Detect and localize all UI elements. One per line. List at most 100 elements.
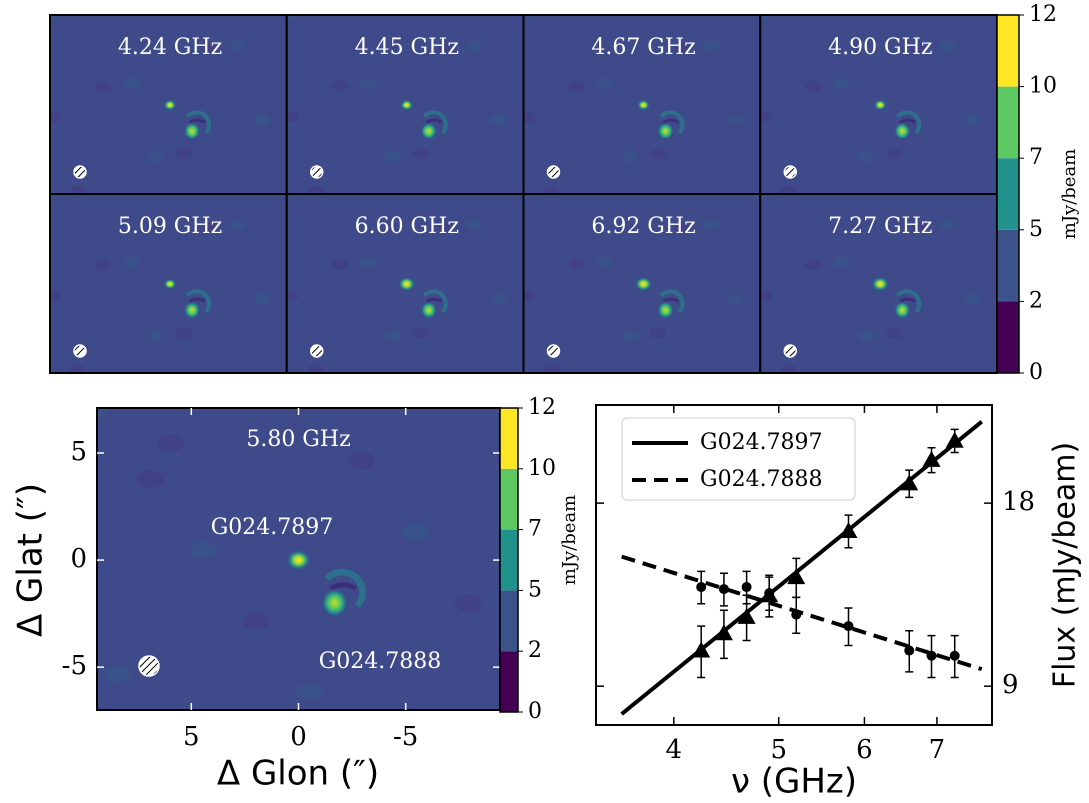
map-noise: [939, 40, 956, 52]
colorbar-tick-label: 10: [528, 456, 556, 481]
map-noise: [621, 151, 638, 163]
map-noise: [833, 77, 850, 89]
map-noise: [189, 541, 217, 559]
map-noise: [964, 293, 981, 305]
beam: [310, 165, 324, 179]
map-noise: [727, 293, 744, 305]
map-noise: [454, 594, 482, 612]
map-noise: [70, 185, 87, 194]
map-noise: [780, 364, 797, 373]
arc-emission: [185, 110, 212, 135]
map-noise: [70, 364, 87, 373]
marker-circle: [764, 588, 775, 599]
map-noise: [760, 290, 772, 302]
x-tick-label: 7: [929, 735, 946, 765]
map-noise: [858, 151, 875, 163]
source-1: [637, 99, 650, 111]
colorbar-tick-label: 7: [1029, 145, 1043, 170]
map-noise: [702, 219, 719, 231]
source-2: [183, 122, 201, 140]
map-noise: [412, 327, 430, 339]
arc-emission: [896, 110, 922, 135]
colorbar-tick-label: 5: [1029, 217, 1043, 242]
map-noise: [437, 222, 454, 234]
beam: [73, 165, 87, 179]
legend-label: G024.7888: [700, 467, 823, 492]
colorbar-band: [997, 86, 1019, 159]
source-1: [871, 276, 889, 292]
marker-circle: [718, 584, 729, 595]
map-noise: [886, 148, 903, 160]
colorbar-band: [500, 529, 518, 591]
panel-label: 4.90 GHz: [828, 35, 932, 60]
map-noise: [465, 40, 483, 52]
map-noise: [295, 683, 323, 701]
map-noise: [242, 612, 270, 630]
map-noise: [596, 256, 613, 268]
map-noise: [147, 330, 165, 342]
arc-emission: [185, 289, 212, 314]
map-noise: [331, 259, 348, 271]
beam: [310, 344, 324, 358]
map-noise: [621, 330, 638, 342]
map-noise: [437, 43, 454, 55]
marker-circle: [904, 645, 915, 656]
map-noise: [523, 15, 532, 21]
arc-emission: [422, 110, 448, 135]
map-noise: [490, 114, 507, 126]
colorbar-frame: [996, 14, 1020, 374]
map-noise: [229, 40, 246, 52]
fit-line: [621, 554, 983, 672]
source-2: [321, 588, 348, 618]
map-noise: [94, 80, 112, 92]
map-image: [97, 408, 500, 710]
map-noise: [674, 222, 691, 234]
panel-label: 7.27 GHz: [828, 214, 932, 239]
colorbar-tick-label: 7: [528, 517, 542, 542]
map-noise: [286, 290, 299, 302]
y-tick-label: 18: [1002, 487, 1035, 517]
y-tick-label: 5: [70, 437, 87, 467]
colorbar-band: [500, 408, 518, 469]
colorbar-tick-label: 0: [1029, 360, 1043, 385]
map-noise: [760, 15, 769, 21]
colorbar-label: mJy/beam: [1059, 149, 1080, 240]
map-noise: [123, 256, 140, 268]
marker-triangle: [692, 641, 711, 658]
y-tick-label: -5: [62, 651, 87, 681]
beam: [546, 344, 561, 358]
x-axis-label: Δ Glon (″): [217, 754, 379, 794]
map-noise: [176, 327, 193, 339]
source-2: [894, 301, 911, 319]
source-1: [163, 278, 177, 290]
map-noise: [50, 111, 62, 123]
colorbar-frame: [499, 407, 519, 713]
map-noise: [306, 185, 324, 194]
map-noise: [727, 114, 744, 126]
map-image: [523, 194, 761, 373]
source-1: [634, 276, 653, 292]
map-noise: [253, 293, 271, 305]
source-2: [420, 301, 437, 319]
dark-ring: [662, 118, 680, 124]
colorbar-band: [997, 229, 1019, 302]
dark-ring: [662, 297, 680, 303]
arc-emission: [324, 568, 366, 608]
marker-circle: [696, 582, 707, 593]
map-image: [523, 15, 761, 194]
map-noise: [331, 80, 348, 92]
map-noise: [97, 408, 111, 417]
beam: [138, 655, 160, 677]
map-noise: [50, 194, 59, 200]
map-noise: [523, 111, 536, 123]
colorbar-band: [500, 590, 518, 652]
map-image: [50, 15, 287, 194]
map-noise: [104, 665, 132, 683]
fit-line: [620, 420, 983, 716]
map-noise: [286, 15, 295, 21]
colorbar-tick-label: 0: [528, 699, 542, 724]
marker-triangle: [839, 521, 858, 538]
panel-label: 4.67 GHz: [591, 35, 695, 60]
plot-frame: [595, 404, 993, 726]
